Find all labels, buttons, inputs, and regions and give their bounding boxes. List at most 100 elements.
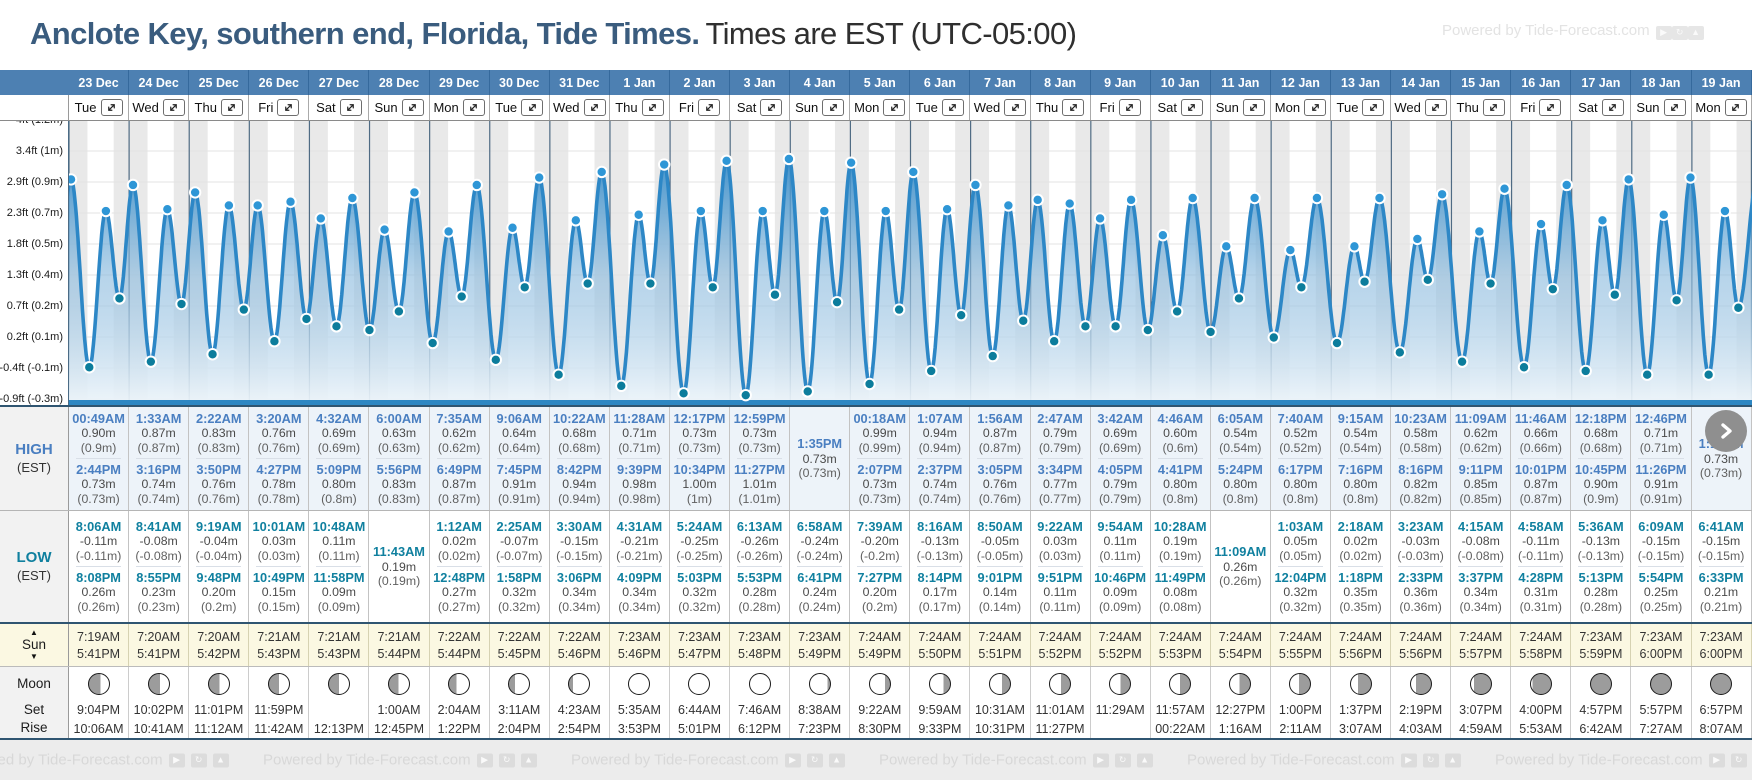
high-tide-entry: 9:06AM 0.64m (0.64m): [490, 409, 549, 457]
tide-height-m-paren: (0.09m): [1098, 599, 1142, 614]
expand-day-icon[interactable]: [1601, 99, 1624, 116]
weekday-label: Sat: [736, 100, 757, 115]
moonrise-time: 8:07AM: [1699, 721, 1743, 736]
expand-day-icon[interactable]: [1062, 99, 1085, 116]
moon-phase-cell: [1571, 667, 1632, 701]
moon-phase-icon: [508, 673, 531, 695]
moon-phase-icon: [1649, 673, 1672, 695]
date-label: 13 Jan: [1341, 75, 1380, 90]
sun-times-cell: 7:21AM 5:43PM: [249, 624, 310, 666]
day-column-header: Sat: [309, 95, 370, 120]
expand-day-icon[interactable]: [822, 99, 845, 116]
tide-height-m: -0.11m: [1522, 534, 1560, 548]
expand-day-icon[interactable]: [1362, 99, 1385, 116]
low-tide-point: [1640, 368, 1654, 381]
moonrise-time: 11:42AM: [254, 721, 304, 736]
expand-day-icon[interactable]: [162, 99, 185, 116]
tide-height-m-paren: (0.74m): [137, 491, 180, 506]
expand-day-icon[interactable]: [339, 99, 362, 116]
high-tide-time: 8:42PM: [556, 462, 602, 477]
low-tide-cell: 4:15AM -0.08m (-0.08m) 3:37PM 0.34m (0.34m): [1451, 511, 1512, 622]
high-tide-time: 9:15AM: [1337, 410, 1384, 426]
low-tide-point: [1702, 368, 1715, 381]
expand-day-icon[interactable]: [100, 99, 123, 116]
expand-day-icon[interactable]: [941, 99, 964, 116]
moonrise-time: 7:27AM: [1639, 721, 1683, 736]
expand-day-icon[interactable]: [1004, 99, 1027, 116]
day-column-header: Tue: [490, 95, 550, 120]
expand-day-icon[interactable]: [1482, 99, 1505, 116]
high-tide-cell: 3:20AM 0.76m (0.76m) 4:27PM 0.78m (0.78m): [249, 407, 310, 510]
expand-day-icon[interactable]: [1663, 99, 1686, 116]
tide-height-m: 0.11m: [1103, 534, 1137, 548]
low-tide-point: [1017, 314, 1030, 327]
tide-height-m-paren: (0.52m): [1279, 440, 1322, 455]
high-tide-entry: 4:32AM 0.69m (0.69m): [309, 409, 368, 457]
watermark-icons: ▶ ↻ ▲: [1655, 22, 1704, 40]
moonrise-time: 6:42AM: [1579, 721, 1623, 736]
weekday-label: Thu: [1035, 100, 1059, 115]
expand-day-icon[interactable]: [1539, 99, 1562, 116]
weekday-label: Tue: [1336, 100, 1359, 115]
expand-day-icon[interactable]: [401, 99, 424, 116]
expand-day-icon[interactable]: [1424, 99, 1447, 116]
expand-day-icon[interactable]: [462, 99, 485, 116]
low-tide-point: [986, 349, 999, 363]
sunrise-time: 7:24AM: [1459, 629, 1503, 644]
high-tide-entry: 00:49AM 0.90m (0.9m): [69, 409, 128, 457]
tide-chart-row: 4ft (1.2m) 3.4ft (1m) 2.9ft (0.9m) 2.3ft (0…: [0, 121, 1752, 405]
watermark-social-icon: ▶: [1092, 753, 1109, 767]
sun-times-cell: 7:24AM 5:50PM: [910, 624, 971, 666]
high-tide-cell: 12:46PM 0.71m (0.71m) 11:26PM 0.91m (0.91m): [1631, 407, 1692, 510]
tide-height-m-paren: (0.36m): [1399, 599, 1442, 614]
low-tide-time: 11:49PM: [1154, 570, 1206, 585]
tide-height-m: 0.69m: [1103, 426, 1138, 440]
moonrise-time: 7:23PM: [798, 721, 842, 736]
expand-day-icon[interactable]: [1118, 99, 1141, 116]
tide-height-m: 0.76m: [261, 426, 296, 440]
low-tide-cell: 6:09AM -0.15m (-0.15m) 5:54PM 0.25m (0.25m): [1631, 511, 1692, 622]
expand-day-icon[interactable]: [277, 99, 300, 116]
high-tide-time: 1:33AM: [135, 410, 182, 426]
tide-height-m: -0.08m: [139, 534, 178, 548]
expand-day-icon[interactable]: [760, 99, 783, 116]
high-tide-point: [818, 204, 831, 218]
low-tide-time: 8:06AM: [75, 518, 122, 534]
expand-day-icon[interactable]: [641, 99, 664, 116]
tide-height-m-paren: (0.23m): [137, 599, 180, 614]
watermark-bottom: Powered by Tide-Forecast.com ▶ ↻ ▲: [571, 752, 845, 769]
tide-entry-divider: [1097, 458, 1143, 459]
sunset-time: 5:48PM: [738, 646, 782, 661]
high-tide-entry: 2:47AM 0.79m (0.79m): [1031, 409, 1090, 457]
moonrise-time: 5:01PM: [677, 721, 722, 736]
expand-day-icon[interactable]: [1242, 99, 1265, 116]
expand-day-icon[interactable]: [220, 99, 243, 116]
expand-day-icon[interactable]: [883, 99, 906, 116]
expand-day-icon[interactable]: [698, 99, 721, 116]
day-column-header: Sun: [1211, 95, 1271, 120]
moonset-time: 9:22AM: [858, 703, 902, 717]
expand-day-icon[interactable]: [1304, 99, 1327, 116]
high-tide-entry: 7:35AM 0.62m (0.62m): [430, 409, 489, 457]
tide-height-m-paren: (0.19m): [1159, 548, 1202, 563]
low-tide-cell: 7:39AM -0.20m (-0.2m) 7:27PM 0.20m (0.2m): [850, 511, 911, 622]
high-tide-point: [1411, 232, 1424, 246]
next-days-button[interactable]: [1705, 410, 1747, 452]
expand-day-icon[interactable]: [1180, 99, 1203, 116]
tide-height-m-paren: (0.09m): [317, 599, 361, 614]
moonset-time: 10:02PM: [133, 703, 184, 717]
expand-day-icon[interactable]: [1724, 99, 1747, 116]
weekday-header-row: Tue Wed Thu Fri Sat Sun Mon Tue Wed Thu Fri Sat Sun M…: [0, 95, 1752, 121]
moonset-time: 8:38AM: [798, 703, 842, 717]
sunset-time: 5:43PM: [257, 646, 301, 661]
expand-day-icon[interactable]: [521, 99, 544, 116]
tide-height-m: 0.34m: [622, 585, 657, 600]
tide-entry-divider: [556, 458, 602, 459]
expand-day-icon[interactable]: [583, 99, 606, 116]
high-tide-point: [1718, 204, 1732, 218]
high-tide-point: [569, 214, 583, 227]
low-tide-point: [1517, 361, 1531, 374]
moon-phase-icon: [988, 673, 1011, 695]
tide-chart: [69, 121, 1752, 405]
low-tide-time: 1:58PM: [496, 570, 542, 585]
